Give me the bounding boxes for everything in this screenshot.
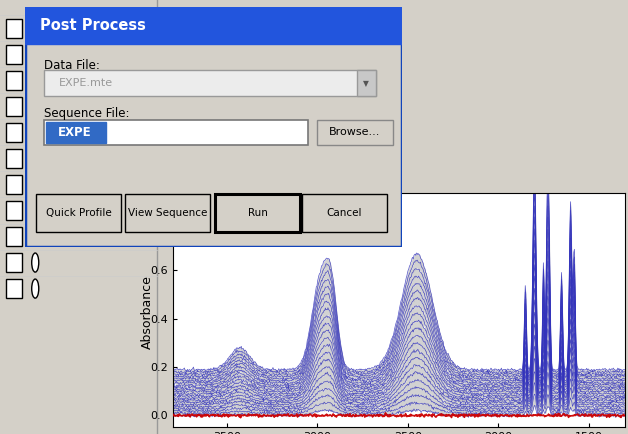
Circle shape — [31, 149, 39, 168]
Bar — [44, 120, 308, 145]
Bar — [6, 97, 23, 116]
Bar — [6, 175, 23, 194]
Bar — [25, 7, 402, 44]
Bar — [6, 227, 23, 246]
Text: Sequence File:: Sequence File: — [44, 107, 129, 120]
Bar — [317, 120, 392, 145]
Bar — [6, 71, 23, 90]
Bar — [357, 70, 376, 95]
Circle shape — [31, 253, 39, 272]
Bar — [6, 279, 23, 298]
Bar — [44, 70, 376, 95]
Circle shape — [31, 19, 39, 38]
Bar — [302, 194, 387, 232]
Text: Quick Profile: Quick Profile — [46, 208, 112, 218]
Text: Data File:: Data File: — [44, 59, 100, 72]
Text: Absorbance: Absorbance — [141, 276, 154, 349]
Bar — [46, 122, 106, 143]
Text: ▼: ▼ — [363, 79, 369, 88]
Bar — [6, 123, 23, 142]
Bar — [6, 253, 23, 272]
Circle shape — [31, 97, 39, 116]
Circle shape — [31, 279, 39, 298]
Text: EXPE: EXPE — [58, 126, 92, 139]
Bar — [6, 45, 23, 64]
Text: View Sequence: View Sequence — [127, 208, 207, 218]
Text: Run: Run — [248, 208, 268, 218]
Text: EXPE.mte: EXPE.mte — [59, 78, 113, 88]
Circle shape — [31, 123, 39, 142]
Circle shape — [31, 175, 39, 194]
Text: EXPE #2: EXPE #2 — [51, 23, 96, 33]
Circle shape — [31, 227, 39, 246]
Text: Post Process: Post Process — [40, 18, 146, 33]
Bar — [125, 194, 210, 232]
Circle shape — [31, 201, 39, 220]
Bar — [6, 149, 23, 168]
Circle shape — [31, 71, 39, 90]
Bar — [36, 194, 121, 232]
Text: EXPE #3: EXPE #3 — [51, 49, 96, 59]
Circle shape — [31, 45, 39, 64]
Text: Cancel: Cancel — [327, 208, 362, 218]
Bar — [6, 201, 23, 220]
Bar — [215, 194, 300, 232]
Bar — [6, 19, 23, 38]
Text: Browse...: Browse... — [329, 128, 381, 138]
